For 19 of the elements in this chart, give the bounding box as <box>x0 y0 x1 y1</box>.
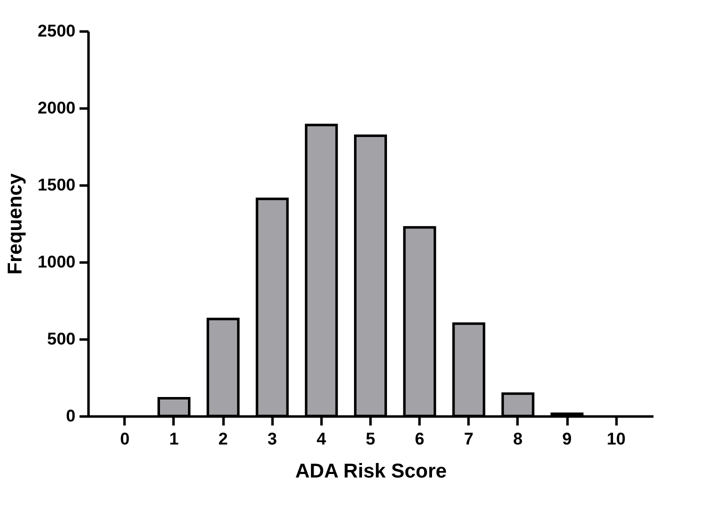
y-tick-label: 1500 <box>38 176 76 194</box>
x-tick-label: 10 <box>606 430 626 448</box>
y-axis-title: Frequency <box>4 172 27 275</box>
y-tick-label: 0 <box>66 406 76 426</box>
x-tick-label: 1 <box>169 430 179 448</box>
y-tick-label: 2500 <box>38 22 76 40</box>
x-tick-label: 6 <box>414 430 424 448</box>
x-tick-label: 2 <box>218 430 228 448</box>
x-tick-label: 7 <box>464 430 474 448</box>
x-tick-label: 3 <box>268 430 277 448</box>
x-axis-title: ADA Risk Score <box>295 460 447 482</box>
y-tick-label: 500 <box>47 330 76 348</box>
x-tick-label: 4 <box>316 430 327 448</box>
x-tick-label: 0 <box>120 430 130 448</box>
y-tick-label: 1000 <box>38 252 76 272</box>
y-tick-label: 2000 <box>38 98 76 118</box>
x-tick-label: 9 <box>562 430 572 448</box>
x-tick-label: 8 <box>513 430 523 448</box>
x-tick-label: 5 <box>366 430 376 448</box>
